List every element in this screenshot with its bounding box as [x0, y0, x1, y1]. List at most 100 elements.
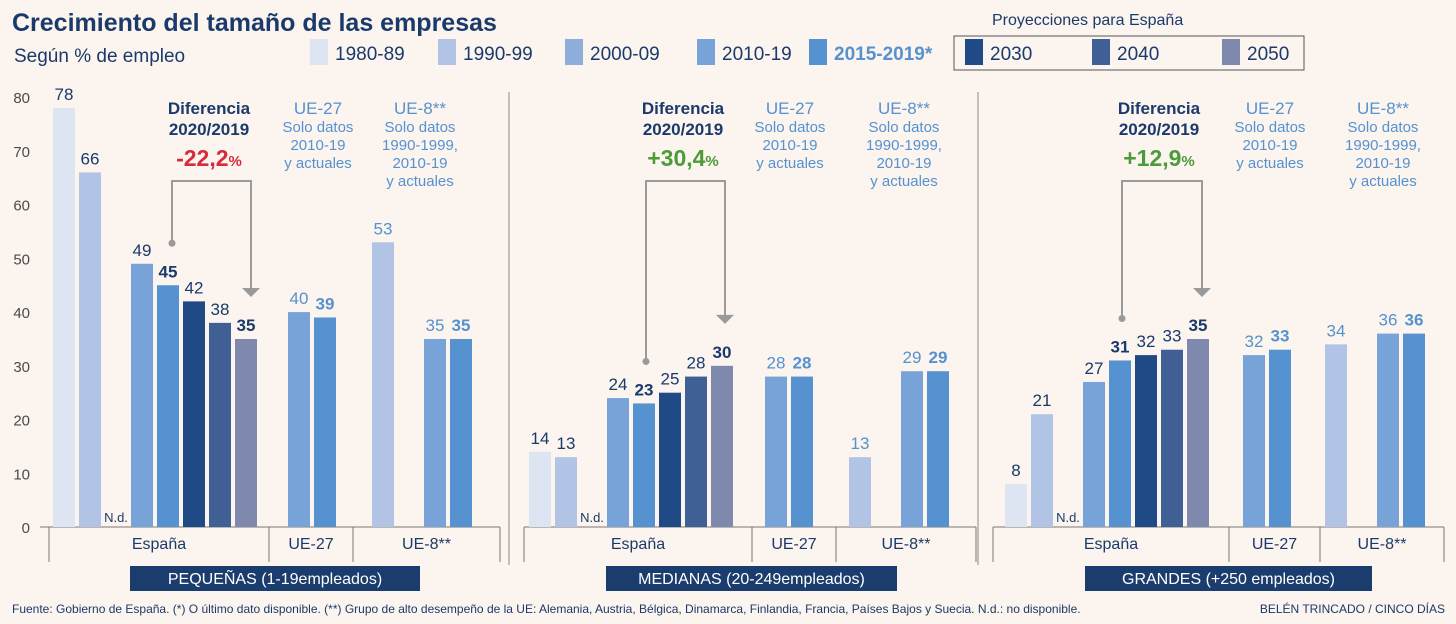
data-label: 25	[661, 370, 680, 389]
diff-connector-dot	[1118, 314, 1126, 322]
diff-value: +12,9%	[1123, 145, 1195, 171]
ue8-note: UE-8**	[1357, 99, 1409, 118]
ue27-note: 2010-19	[762, 137, 817, 154]
group-label: UE-27	[1252, 536, 1297, 553]
data-label: 38	[211, 300, 230, 319]
group-label: UE-27	[771, 536, 816, 553]
bar	[1403, 333, 1425, 527]
panel-banner-label: MEDIANAS (20-249empleados)	[638, 571, 865, 588]
ue27-note: Solo datos	[755, 119, 826, 136]
nd-label: N.d.	[1056, 510, 1080, 525]
panel-banner-label: PEQUEÑAS (1-19empleados)	[168, 568, 382, 588]
legend-swatch-2030	[965, 39, 983, 65]
bar	[901, 371, 923, 527]
ue8-note: Solo datos	[1348, 119, 1419, 136]
data-label: 35	[426, 316, 445, 335]
diff-connector-arrow	[242, 287, 260, 297]
ue27-note: 2010-19	[1242, 137, 1297, 154]
ue27-note: UE-27	[294, 99, 342, 118]
data-label: 36	[1379, 311, 1398, 330]
legend-label-2015-2019*: 2015-2019*	[834, 44, 933, 65]
diff-value: -22,2%	[176, 145, 242, 171]
ue8-note: 1990-1999,	[382, 137, 458, 154]
legend-swatch-2040	[1092, 39, 1110, 65]
bar	[685, 376, 707, 527]
bar	[1135, 355, 1157, 527]
bar	[209, 322, 231, 527]
bar	[53, 107, 75, 527]
bar	[1083, 381, 1105, 527]
bar	[1031, 414, 1053, 527]
data-label: 33	[1163, 327, 1182, 346]
diff-connector-arrow	[716, 314, 734, 324]
legend-swatch-1990-99	[438, 39, 456, 65]
group-label: UE-8**	[402, 536, 451, 553]
diff-value-number: +30,4	[647, 145, 705, 171]
group-label: UE-8**	[1358, 536, 1407, 553]
data-label: 40	[290, 289, 309, 308]
bar	[450, 338, 472, 527]
y-tick-label: 0	[22, 520, 30, 537]
data-label: 31	[1111, 337, 1130, 356]
ue27-note: UE-27	[766, 99, 814, 118]
diff-title: 2020/2019	[1119, 120, 1199, 139]
bar	[1187, 338, 1209, 527]
bar	[288, 312, 310, 527]
panel-banner	[130, 566, 420, 591]
y-tick-label: 50	[13, 251, 30, 268]
bar	[1377, 333, 1399, 527]
diff-connector-arrow	[1193, 287, 1211, 297]
footer-source: Fuente: Gobierno de España. (*) O último…	[12, 602, 1081, 616]
bar	[131, 263, 153, 527]
bar	[1325, 344, 1347, 527]
diff-title: Diferencia	[642, 99, 725, 118]
data-label: 21	[1033, 391, 1052, 410]
bar	[235, 338, 257, 527]
y-tick-label: 40	[13, 305, 30, 322]
data-label: 24	[609, 375, 628, 394]
y-tick-label: 80	[13, 90, 30, 107]
diff-connector-dot	[168, 239, 176, 247]
y-tick-label: 70	[13, 144, 30, 161]
data-label: 35	[1189, 316, 1208, 335]
bar	[529, 451, 551, 527]
ue8-note: 1990-1999,	[1345, 137, 1421, 154]
panel-2: España UE-27 UE-8** 8 21 N.d. 27 31 32 33 35 32 33 34…	[992, 99, 1445, 591]
bar	[791, 376, 813, 527]
bar	[659, 392, 681, 527]
panel-banner	[1085, 566, 1372, 591]
legend-swatch-2010-19	[697, 39, 715, 65]
data-label: 29	[903, 348, 922, 367]
legend-projection-box	[953, 35, 1305, 71]
data-label: 49	[133, 241, 152, 260]
data-label: 45	[159, 262, 178, 281]
bar	[633, 403, 655, 527]
ue27-note: y actuales	[1236, 155, 1304, 172]
legend-swatch-2050	[1222, 39, 1240, 65]
diff-title: 2020/2019	[643, 120, 723, 139]
legend-projection-label: Proyecciones para España	[992, 12, 1183, 29]
diff-connector	[171, 180, 252, 289]
y-tick-label: 20	[13, 413, 30, 430]
bar	[849, 457, 871, 527]
bar	[607, 398, 629, 527]
ue8-note: y actuales	[870, 173, 938, 190]
data-label: 78	[55, 85, 74, 104]
legend-swatch-2015-2019*	[809, 39, 827, 65]
ue8-note: UE-8**	[878, 99, 930, 118]
ue27-note: 2010-19	[290, 137, 345, 154]
nd-label: N.d.	[580, 510, 604, 525]
diff-value-number: +12,9	[1123, 145, 1181, 171]
legend-label-2010-19: 2010-19	[722, 44, 792, 65]
ue8-note: Solo datos	[869, 119, 940, 136]
bar	[157, 285, 179, 527]
ue8-note: 2010-19	[876, 155, 931, 172]
data-label: 14	[531, 429, 550, 448]
legend-swatch-2000-09	[565, 39, 583, 65]
legend-label-2030: 2030	[990, 44, 1032, 65]
y-tick-label: 30	[13, 359, 30, 376]
footer-credit: BELÉN TRINCADO / CINCO DÍAS	[1260, 601, 1445, 616]
ue27-note: Solo datos	[1235, 119, 1306, 136]
data-label: 28	[793, 354, 812, 373]
